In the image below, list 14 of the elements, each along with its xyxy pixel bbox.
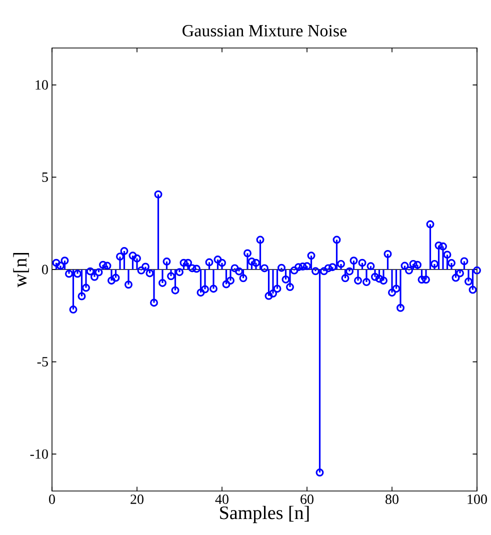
y-tick-label: -10	[30, 449, 48, 459]
x-tick-label: 40	[215, 494, 229, 504]
y-tick-label: 0	[42, 264, 48, 274]
x-tick-label: 60	[300, 494, 314, 504]
chart-title: Gaussian Mixture Noise	[182, 25, 347, 36]
x-axis-title: Samples [n]	[220, 506, 309, 524]
y-tick-label: 10	[36, 80, 48, 90]
x-tick-label: 0	[49, 494, 56, 504]
x-tick-label: 80	[386, 494, 399, 504]
y-axis-title: w[n]	[13, 252, 30, 288]
x-tick-label: 20	[130, 494, 144, 504]
y-tick-label: 5	[42, 172, 48, 182]
x-tick-label: 100	[468, 494, 488, 504]
y-tick-label: -5	[37, 357, 48, 366]
